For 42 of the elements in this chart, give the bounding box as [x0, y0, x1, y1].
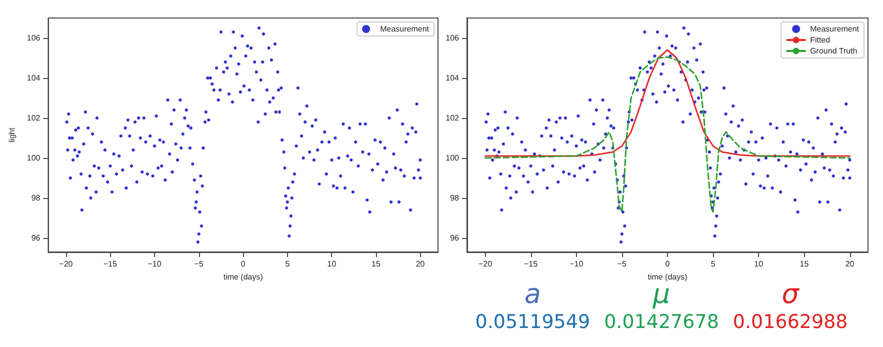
- y-tick-label: 106: [26, 34, 41, 42]
- x-tick-label: −20: [478, 260, 493, 268]
- x-tick-label: 15: [372, 260, 381, 268]
- y-tick-label: 100: [26, 154, 41, 162]
- x-tick-label: 10: [754, 260, 764, 268]
- x-tick-label: −15: [103, 260, 118, 268]
- text: 0.01427678: [604, 310, 719, 334]
- y-tick-label: 96: [450, 234, 460, 242]
- x-tick-label: 0: [665, 260, 670, 268]
- x-tick-label: 0: [240, 260, 246, 268]
- x-tick-label: 15: [800, 260, 810, 268]
- text: 0.01662988: [732, 310, 848, 334]
- y-tick-label: 106: [446, 34, 460, 42]
- x-axis-title: time (days): [648, 272, 688, 282]
- y-tick-label: 102: [446, 114, 460, 122]
- y-tick-label: 104: [446, 74, 460, 82]
- y-tick-label: 104: [26, 74, 41, 82]
- x-tick-label: 20: [416, 260, 426, 268]
- x-tick-label: 20: [845, 260, 855, 268]
- text: a: [524, 279, 541, 310]
- text: σ: [782, 279, 799, 310]
- legend-label: Measurement: [380, 24, 430, 34]
- y-tick-label: 96: [31, 234, 41, 242]
- x-tick-label: 5: [710, 260, 716, 268]
- y-tick-label: 100: [446, 154, 460, 162]
- legend-label: Ground Truth: [810, 46, 858, 56]
- legend-label: Measurement: [810, 24, 860, 34]
- x-tick-label: −5: [617, 260, 628, 268]
- y-axis-title: light: [8, 126, 16, 142]
- legend-label: Fitted: [810, 36, 830, 44]
- x-tick-label: −10: [148, 260, 162, 268]
- text: 0.05119549: [475, 310, 590, 334]
- x-tick-label: 5: [285, 260, 290, 268]
- y-tick-label: 98: [31, 194, 41, 202]
- y-tick-label: 98: [450, 194, 460, 202]
- x-tick-label: −20: [59, 260, 74, 268]
- x-axis-title: time (days): [223, 272, 264, 282]
- x-tick-label: −5: [194, 260, 204, 268]
- x-tick-label: −10: [570, 260, 584, 268]
- x-tick-label: 10: [327, 260, 337, 268]
- y-tick-label: 102: [26, 114, 41, 122]
- x-tick-label: −15: [524, 260, 538, 268]
